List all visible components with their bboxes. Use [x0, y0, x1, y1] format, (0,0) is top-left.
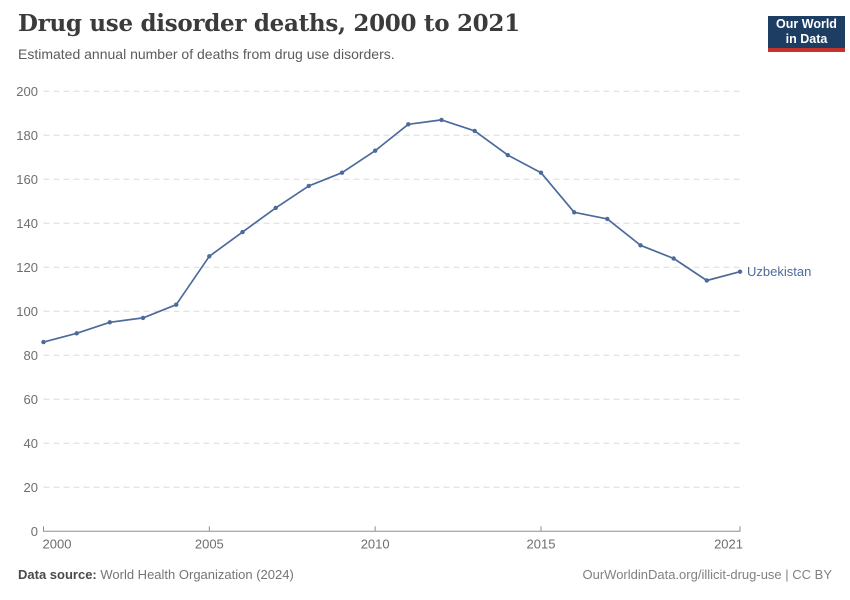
data-point — [638, 243, 643, 248]
footer-license: CC BY — [792, 567, 832, 582]
footer-separator: | — [781, 567, 793, 582]
y-tick-label: 120 — [16, 260, 38, 275]
data-point — [704, 278, 709, 283]
y-tick-label: 100 — [16, 304, 38, 319]
footer-credits: OurWorldinData.org/illicit-drug-use | CC… — [582, 567, 832, 582]
y-tick-label: 160 — [16, 172, 38, 187]
data-point — [306, 183, 311, 189]
data-point — [439, 117, 444, 123]
data-point — [140, 315, 146, 321]
series-line-uzbekistan — [42, 119, 741, 343]
page-title: Drug use disorder deaths, 2000 to 2021 — [18, 10, 520, 37]
data-point — [339, 170, 345, 175]
data-point — [472, 128, 477, 134]
data-point — [273, 205, 278, 211]
data-source: Data source: World Health Organization (… — [18, 567, 294, 582]
owid-logo-line1: Our World — [776, 17, 837, 31]
data-point — [505, 152, 510, 158]
x-tick-label: 2021 — [714, 536, 743, 551]
x-tick-label: 2005 — [195, 536, 224, 551]
x-axis: 2000 2005 2010 2015 2021 — [43, 526, 743, 551]
owid-logo-line2: in Data — [785, 32, 828, 46]
y-axis-labels: 0 20 40 60 80 100 120 140 160 180 200 — [16, 84, 38, 539]
x-tick-label: 2000 — [43, 536, 72, 551]
y-tick-label: 20 — [24, 480, 38, 495]
chart-footer: Data source: World Health Organization (… — [18, 567, 832, 582]
data-point — [240, 229, 245, 235]
data-point — [107, 320, 113, 325]
series-group: Uzbekistan — [41, 117, 811, 345]
data-point — [207, 254, 212, 259]
data-point — [174, 302, 179, 307]
footer-link[interactable]: OurWorldinData.org/illicit-drug-use — [582, 567, 782, 582]
y-tick-label: 180 — [16, 128, 38, 143]
data-point — [373, 148, 378, 153]
gridlines — [43, 90, 740, 488]
y-tick-label: 60 — [24, 392, 38, 407]
data-point — [737, 269, 743, 274]
chart-header: Drug use disorder deaths, 2000 to 2021 E… — [18, 10, 750, 63]
y-tick-label: 0 — [31, 524, 38, 539]
series-label: Uzbekistan — [747, 264, 811, 279]
y-tick-label: 200 — [16, 84, 38, 99]
data-point — [41, 339, 46, 345]
x-tick-label: 2010 — [361, 536, 390, 551]
data-point — [406, 122, 411, 127]
data-point — [605, 216, 610, 222]
data-source-value: World Health Organization (2024) — [96, 567, 294, 582]
data-point — [74, 331, 79, 336]
data-point — [572, 210, 577, 215]
data-point — [538, 170, 544, 175]
y-tick-label: 40 — [24, 436, 38, 451]
y-tick-label: 140 — [16, 216, 38, 231]
data-point — [671, 256, 676, 261]
owid-logo[interactable]: Our World in Data — [768, 16, 845, 52]
y-tick-label: 80 — [24, 348, 38, 363]
chart-subtitle: Estimated annual number of deaths from d… — [18, 45, 395, 62]
x-tick-label: 2015 — [527, 536, 556, 551]
data-source-label: Data source: — [18, 567, 97, 582]
